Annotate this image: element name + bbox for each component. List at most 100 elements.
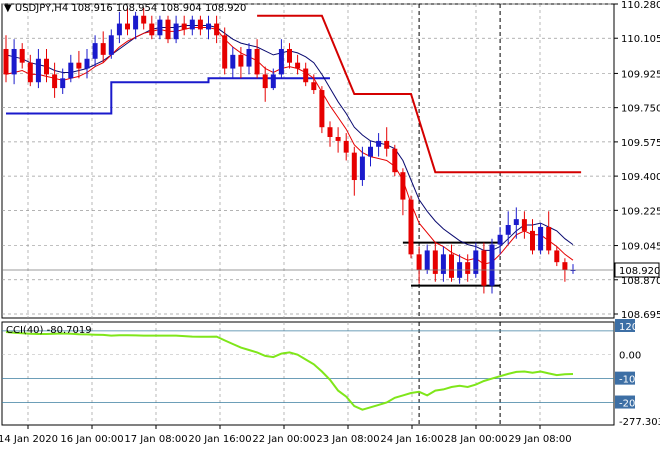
candle-body xyxy=(92,43,98,59)
candle-body xyxy=(546,226,552,251)
price-tick-label: 109.750 xyxy=(621,104,660,115)
candle-body xyxy=(554,250,560,263)
candle-body xyxy=(173,23,179,40)
candle-body xyxy=(278,48,284,75)
candle-body xyxy=(19,48,25,63)
candle-body xyxy=(157,19,163,36)
candle-body xyxy=(311,82,317,91)
price-tick-label: 109.045 xyxy=(621,242,660,253)
candle-body xyxy=(165,19,171,40)
candle-body xyxy=(262,74,268,89)
candle-body xyxy=(376,140,382,147)
candle-body xyxy=(52,74,58,89)
candle-body xyxy=(100,43,106,55)
candle-body xyxy=(222,35,228,69)
candle-body xyxy=(505,225,511,235)
candle-body xyxy=(149,23,155,36)
price-tick-label: 110.280 xyxy=(621,0,660,11)
candle-body xyxy=(108,35,114,55)
candle-body xyxy=(368,146,373,157)
price-tick-label: 109.575 xyxy=(621,138,660,149)
candle-body xyxy=(214,23,220,36)
candle-body xyxy=(84,58,90,69)
candle-body xyxy=(562,262,568,270)
cci-level-tag xyxy=(615,395,635,409)
candle-body xyxy=(392,148,398,173)
candle-body xyxy=(68,62,74,79)
candle-body xyxy=(538,226,544,251)
candle-body xyxy=(246,48,252,67)
candle-body xyxy=(295,62,301,69)
candle-body xyxy=(530,230,535,251)
support-step-line xyxy=(6,77,330,115)
candle-body xyxy=(206,23,211,30)
candle-body xyxy=(343,140,349,153)
candle-body xyxy=(270,74,276,89)
cci-tick-label: 0.00 xyxy=(619,351,641,362)
candle-body xyxy=(141,15,147,24)
candle-body xyxy=(481,250,487,286)
candle-body xyxy=(11,48,17,75)
candle-body xyxy=(570,269,576,271)
price-tick-label: 108.870 xyxy=(621,276,660,287)
candle-body xyxy=(384,140,390,149)
cci-tick-label: -200 xyxy=(619,399,642,410)
time-tick-label: 20 Jan 16:00 xyxy=(188,434,251,445)
price-tick-label: 110.105 xyxy=(621,34,660,45)
cci-level-tag xyxy=(615,319,635,332)
candle-body xyxy=(408,199,414,255)
time-tick-label: 16 Jan 00:00 xyxy=(60,434,123,445)
current-price-box xyxy=(614,262,660,278)
candle-body xyxy=(35,58,41,83)
chart-info-header: ▼ USDJPY,H4 108.916 108.954 108.904 108.… xyxy=(4,3,246,14)
current-price-label: 108.920 xyxy=(619,266,660,277)
cci-panel-frame xyxy=(1,321,615,426)
candle-body xyxy=(27,62,33,83)
candle-body xyxy=(440,254,446,274)
cci-line xyxy=(5,331,574,411)
ohlc-values: 108.916 108.954 108.904 108.920 xyxy=(71,3,247,14)
candle-body xyxy=(125,23,130,30)
time-tick-label: 23 Jan 08:00 xyxy=(316,434,379,445)
candle-body xyxy=(133,15,139,30)
candle-body xyxy=(424,250,430,270)
candle-body xyxy=(449,254,454,278)
candle-body xyxy=(335,136,341,141)
candle-body xyxy=(303,68,309,83)
candle-body xyxy=(44,58,49,75)
resistance-step-line xyxy=(257,14,582,174)
candle-body xyxy=(327,127,333,137)
time-tick-label: 29 Jan 08:00 xyxy=(508,434,571,445)
candle-body xyxy=(489,244,495,286)
candle-body xyxy=(416,254,422,270)
candle-body xyxy=(497,234,503,245)
candle-body xyxy=(60,78,66,89)
candle-body xyxy=(513,219,519,226)
candle-body xyxy=(181,23,187,30)
candle-body xyxy=(116,23,122,36)
time-tick-label: 17 Jan 08:00 xyxy=(124,434,187,445)
time-tick-label: 14 Jan 2020 xyxy=(0,434,58,445)
candle-body xyxy=(521,219,527,231)
chart-menu-arrow-icon[interactable]: ▼ xyxy=(4,3,12,14)
candle-body xyxy=(400,172,406,200)
cci-level-tag xyxy=(615,371,635,385)
candle-body xyxy=(230,54,236,69)
candle-body xyxy=(76,62,82,69)
candle-body xyxy=(287,48,292,63)
cci-tick-label: -277.3031 xyxy=(619,417,660,428)
candle-body xyxy=(3,48,9,75)
candle-body xyxy=(197,19,203,30)
candle-body xyxy=(238,54,244,67)
price-tick-label: 108.695 xyxy=(621,310,660,321)
time-tick-label: 22 Jan 00:00 xyxy=(252,434,315,445)
candle-body xyxy=(432,250,438,274)
symbol-timeframe: USDJPY,H4 xyxy=(14,3,69,14)
price-tick-label: 109.925 xyxy=(621,69,660,80)
candle-body xyxy=(359,156,365,181)
candle-body xyxy=(473,250,479,274)
cci-tick-label: 120.3161 xyxy=(619,322,660,333)
candle-body xyxy=(465,262,471,274)
price-tick-label: 109.225 xyxy=(621,206,660,217)
